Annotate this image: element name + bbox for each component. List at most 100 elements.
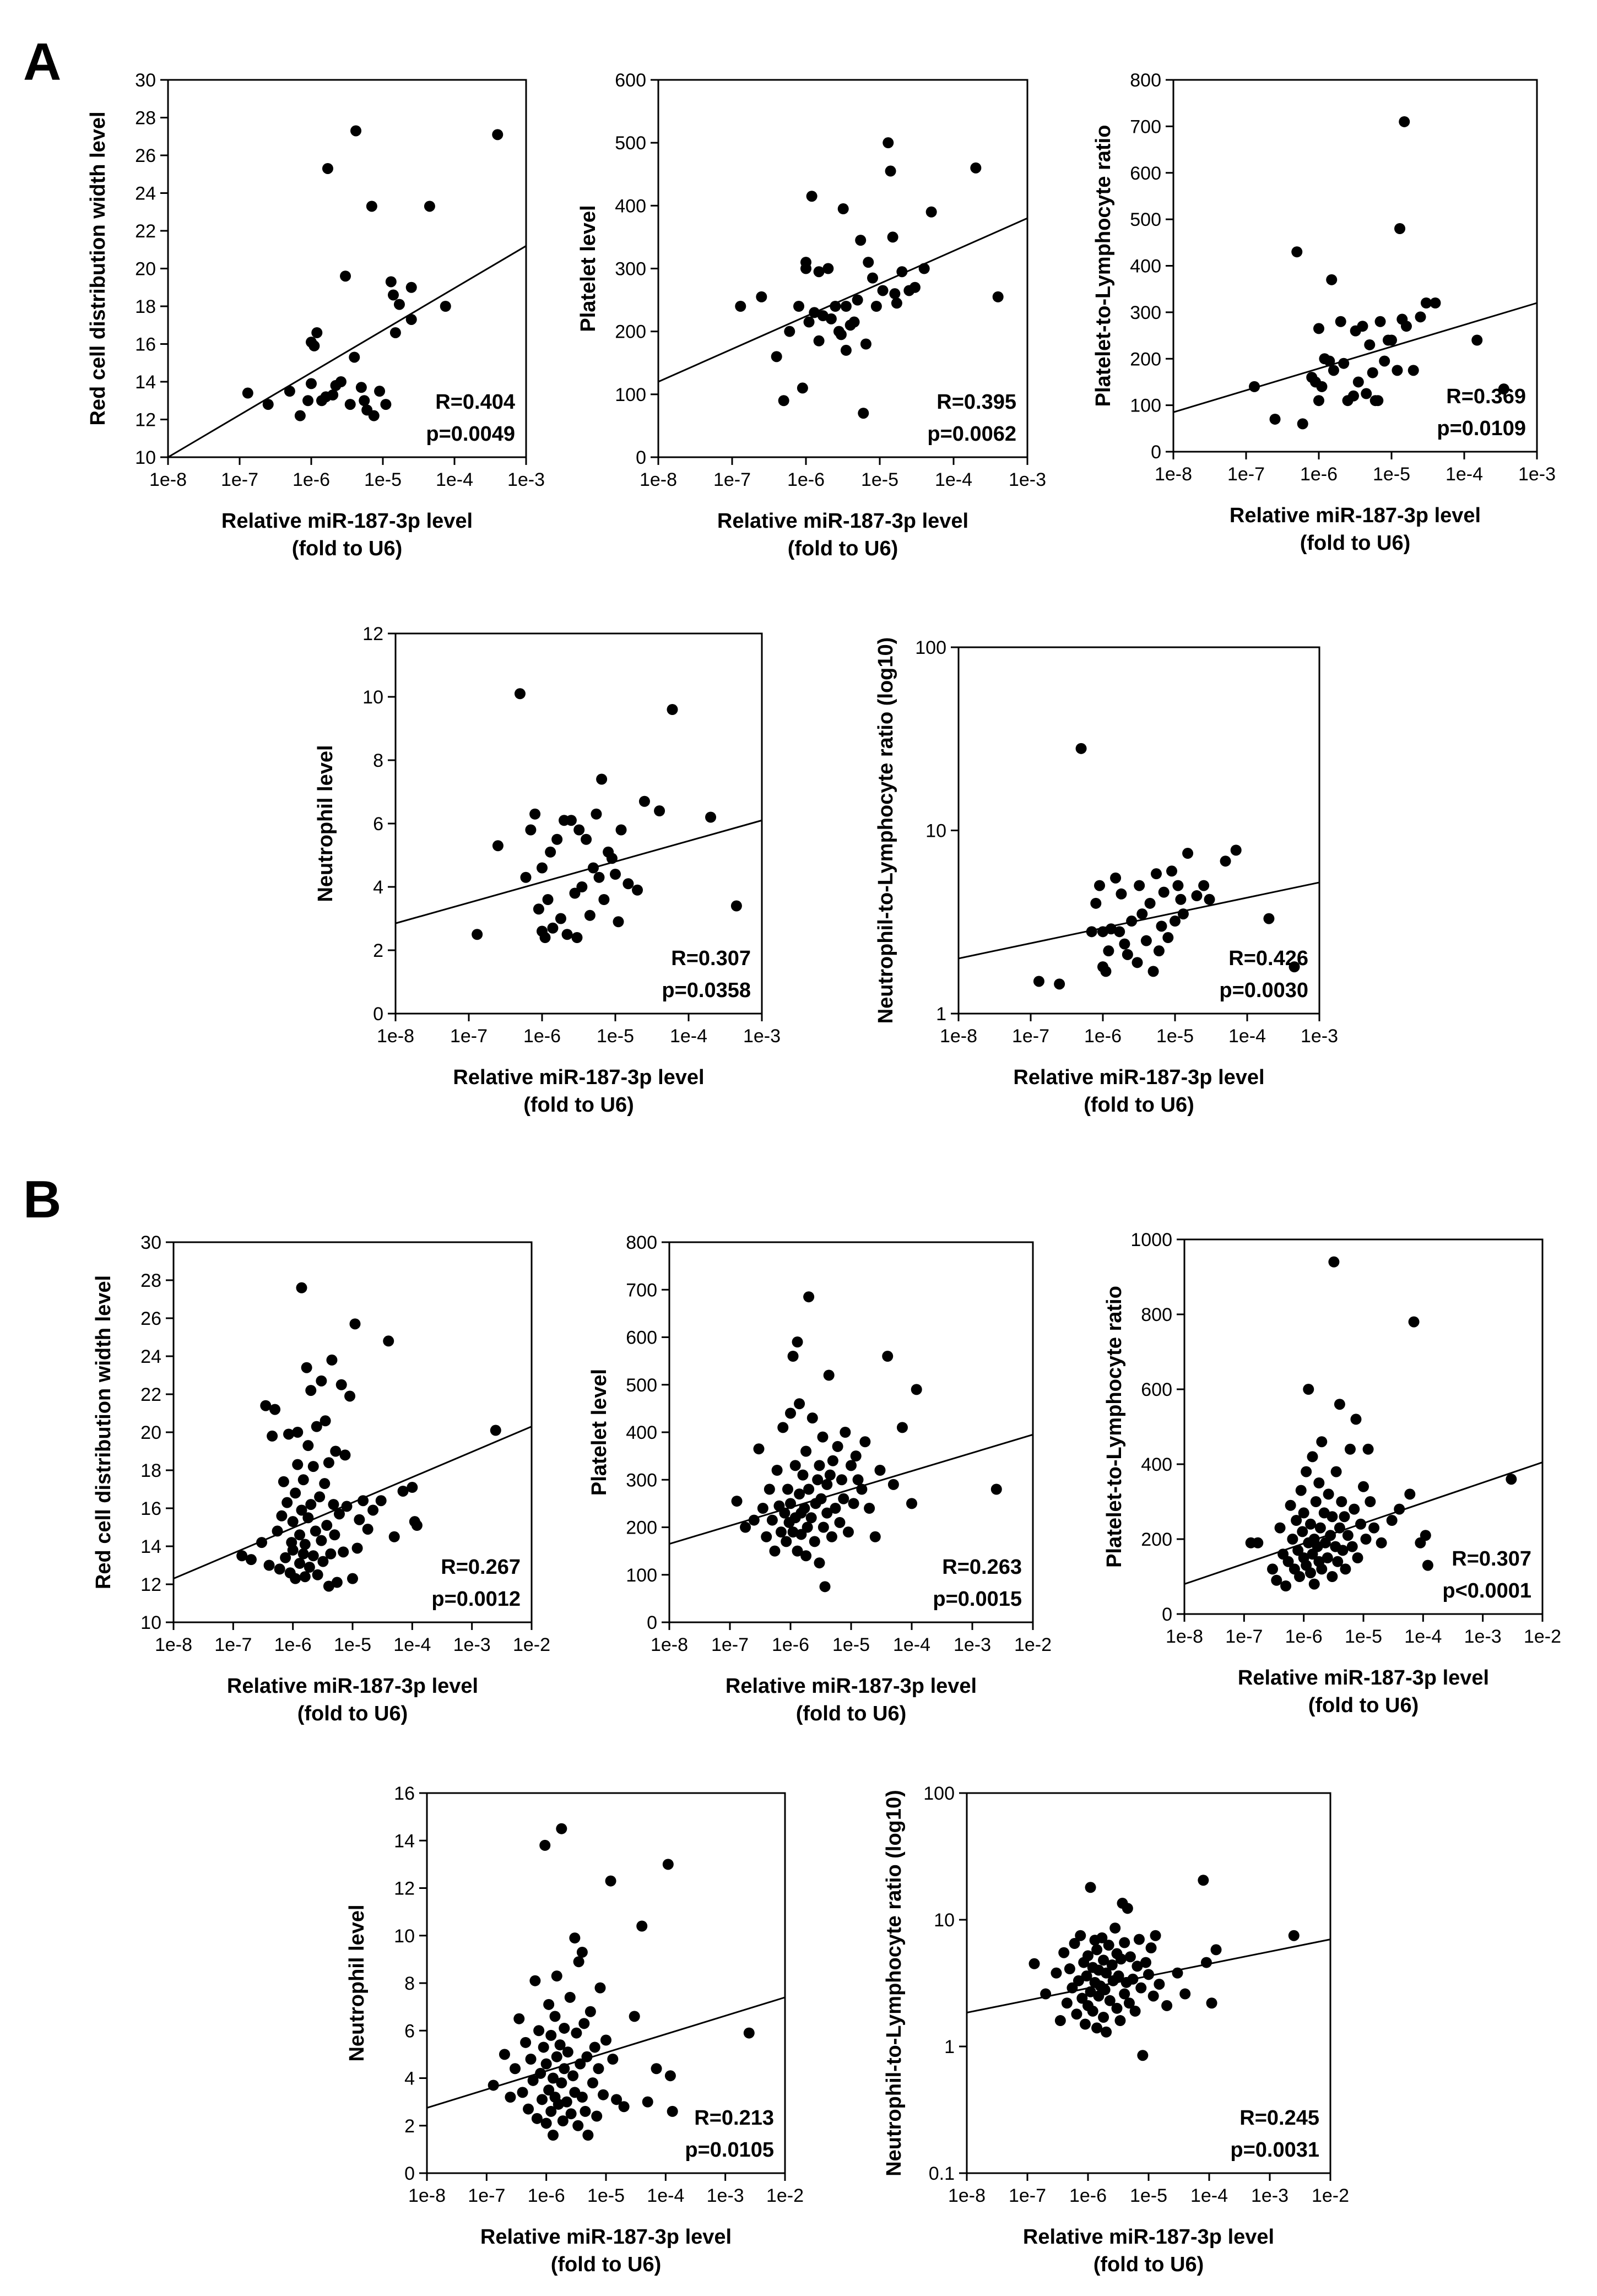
data-point xyxy=(355,382,367,393)
x-tick-label: 1e-8 xyxy=(948,2185,986,2206)
data-point xyxy=(591,808,602,820)
data-point xyxy=(740,1521,751,1533)
data-point xyxy=(538,2042,549,2053)
r-value: R=0.245 xyxy=(1239,2107,1319,2130)
y-tick-label: 500 xyxy=(626,1375,657,1396)
data-point xyxy=(821,1507,833,1519)
y-tick-label: 30 xyxy=(135,70,156,91)
data-point xyxy=(1271,1574,1282,1586)
y-tick-label: 28 xyxy=(135,108,156,129)
data-point xyxy=(1103,945,1114,957)
data-point xyxy=(598,2089,609,2100)
data-point xyxy=(1099,1984,1111,1996)
data-point xyxy=(556,2077,567,2089)
data-point xyxy=(1206,1997,1217,2009)
data-point xyxy=(529,808,541,820)
y-tick-label: 400 xyxy=(626,1422,657,1443)
x-axis-title: Relative miR-187-3p level xyxy=(453,1066,704,1089)
x-tick-label: 1e-7 xyxy=(450,1026,488,1047)
data-point xyxy=(1116,888,1127,900)
data-point xyxy=(1379,355,1390,367)
y-tick-label: 0.1 xyxy=(929,2163,955,2184)
r-value: R=0.369 xyxy=(1446,385,1526,408)
data-point xyxy=(812,1474,824,1486)
p-value: p=0.0031 xyxy=(1230,2138,1319,2162)
data-point xyxy=(562,2046,573,2058)
data-point xyxy=(1294,1571,1306,1582)
data-point xyxy=(330,1445,342,1457)
data-point xyxy=(1420,297,1432,308)
data-point xyxy=(292,1459,304,1470)
y-axis-title: Platelet-to-Lymphocyte ratio xyxy=(1092,125,1115,407)
data-point xyxy=(1098,2011,1109,2023)
x-tick-label: 1e-3 xyxy=(1301,1026,1338,1047)
data-point xyxy=(606,853,618,864)
data-point xyxy=(296,1282,307,1293)
data-point xyxy=(1150,1930,1161,1941)
data-point xyxy=(817,310,829,322)
y-tick-label: 0 xyxy=(1151,442,1161,463)
x-axis-title: (fold to U6) xyxy=(1093,2253,1204,2276)
data-point xyxy=(1054,2015,1066,2027)
data-point xyxy=(359,395,370,407)
x-tick-label: 1e-2 xyxy=(1014,1634,1052,1655)
data-point xyxy=(1420,1530,1431,1541)
data-point xyxy=(814,1557,825,1569)
data-point xyxy=(654,805,665,816)
data-point xyxy=(830,301,841,312)
y-tick-label: 12 xyxy=(362,624,383,645)
x-tick-label: 1e-4 xyxy=(1228,1026,1266,1047)
x-axis-title: Relative miR-187-3p level xyxy=(221,510,473,533)
data-point xyxy=(1372,395,1384,407)
y-tick-label: 30 xyxy=(140,1232,161,1253)
data-point xyxy=(596,773,608,785)
x-tick-label: 1e-5 xyxy=(1156,1026,1194,1047)
data-point xyxy=(1129,2005,1141,2017)
data-point xyxy=(571,932,583,943)
data-point xyxy=(1400,321,1412,332)
data-point xyxy=(1355,1518,1367,1530)
data-point xyxy=(531,2113,543,2124)
data-point xyxy=(840,301,852,312)
data-point xyxy=(1352,1552,1363,1563)
y-tick-label: 22 xyxy=(140,1384,161,1405)
x-axis-title: (fold to U6) xyxy=(796,1702,907,1725)
data-point xyxy=(548,2130,559,2141)
data-point xyxy=(1376,1537,1387,1548)
y-tick-label: 1 xyxy=(936,1004,946,1025)
data-point xyxy=(569,1932,581,1944)
data-point xyxy=(836,1474,847,1486)
data-point xyxy=(636,1920,648,1932)
x-tick-label: 1e-7 xyxy=(1225,1626,1263,1647)
data-point xyxy=(1327,1571,1338,1582)
x-tick-label: 1e-7 xyxy=(214,1634,252,1655)
data-point xyxy=(523,2103,534,2115)
y-tick-label: 400 xyxy=(615,196,646,216)
data-point xyxy=(1191,890,1203,902)
data-point xyxy=(276,1510,288,1521)
data-point xyxy=(584,909,596,921)
data-point xyxy=(505,2092,516,2103)
data-point xyxy=(1086,926,1097,938)
data-point xyxy=(753,1443,765,1455)
data-point xyxy=(319,1478,331,1490)
data-point xyxy=(856,1483,868,1495)
data-point xyxy=(1324,355,1335,367)
x-axis-title: Relative miR-187-3p level xyxy=(1013,1066,1264,1089)
data-point xyxy=(262,399,274,410)
data-point xyxy=(1386,334,1397,346)
data-point xyxy=(517,2087,528,2098)
data-point xyxy=(1075,743,1087,754)
data-point xyxy=(990,1483,1002,1495)
data-point xyxy=(543,2084,555,2096)
data-point xyxy=(852,1474,864,1486)
x-tick-label: 1e-6 xyxy=(1084,1026,1122,1047)
data-point xyxy=(830,1503,841,1514)
data-point xyxy=(349,351,360,363)
data-point xyxy=(1179,1988,1191,2000)
data-point xyxy=(340,270,351,282)
x-tick-label: 1e-3 xyxy=(453,1634,491,1655)
data-point xyxy=(1326,274,1338,285)
